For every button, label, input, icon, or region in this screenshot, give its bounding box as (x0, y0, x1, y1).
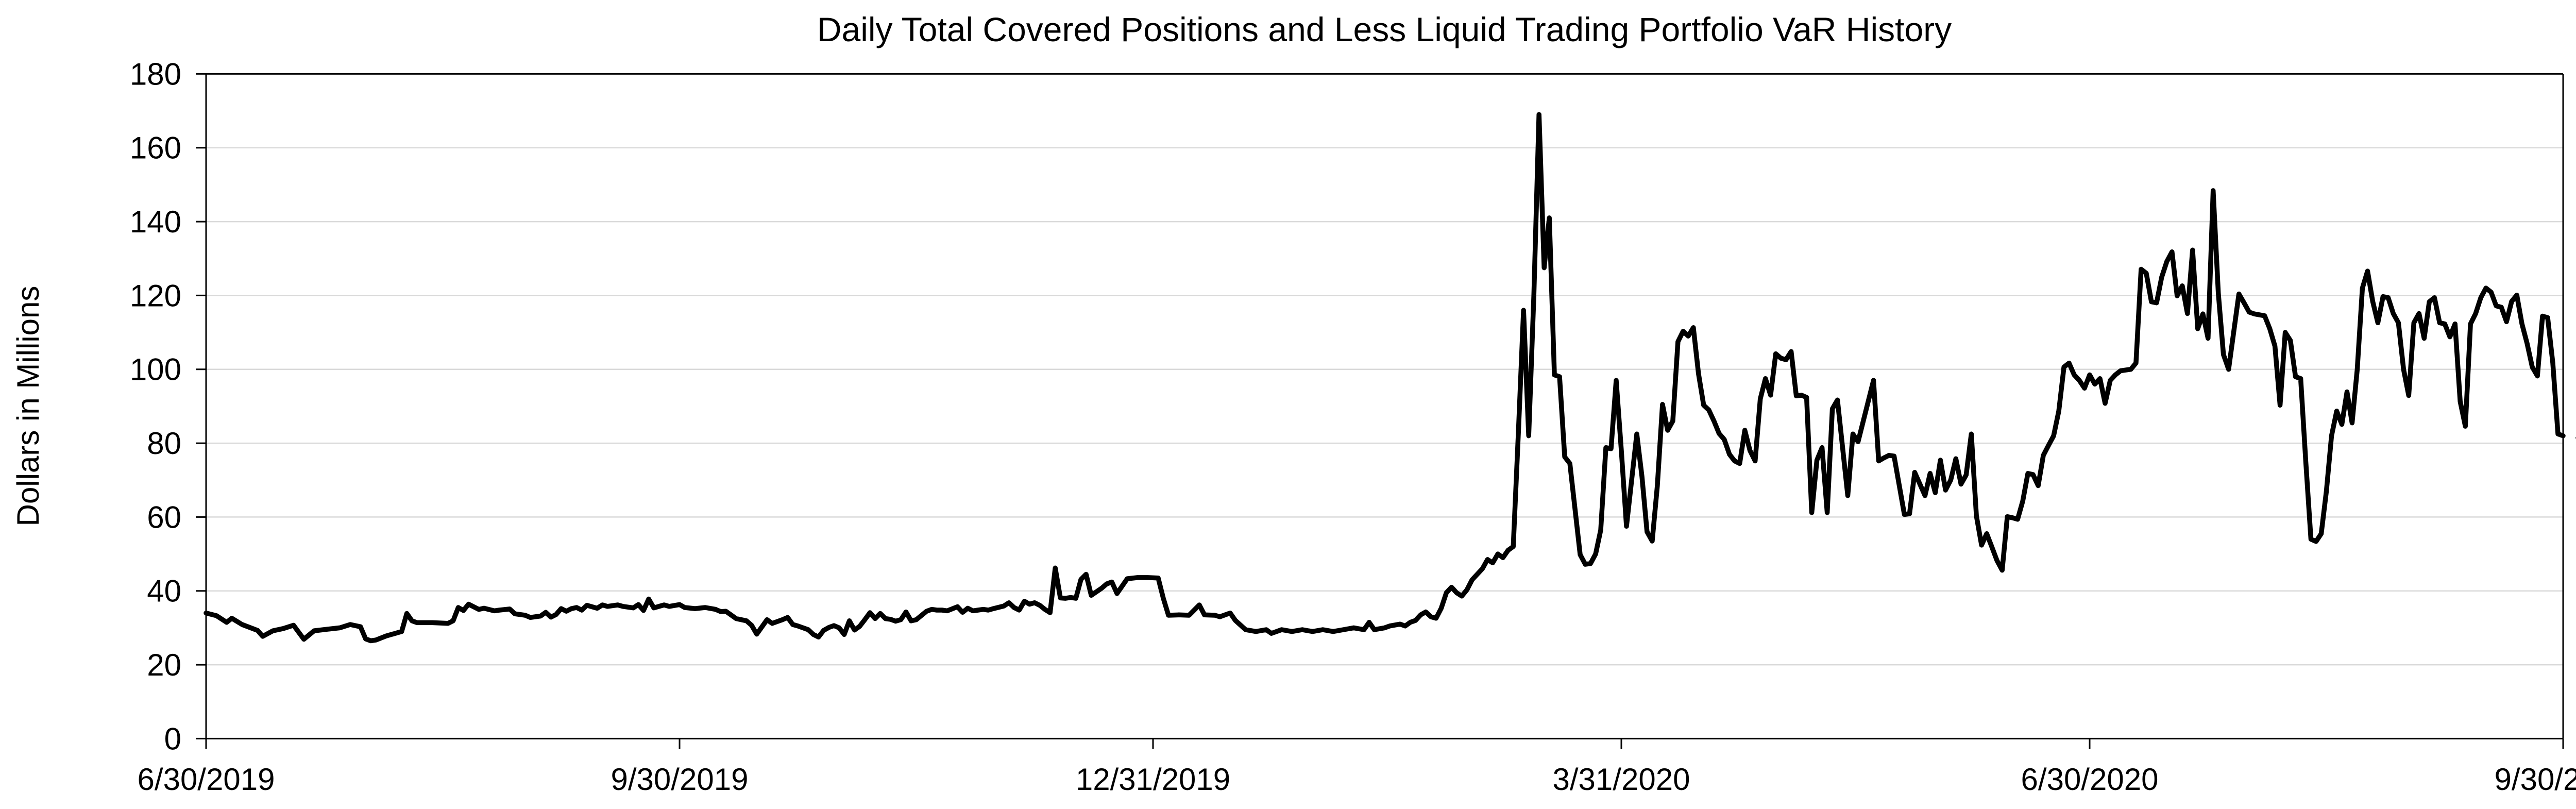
var-series-group (204, 112, 2566, 644)
x-tick-label-6/30/2020: 6/30/2020 (2021, 762, 2159, 797)
y-tick-label-40: 40 (147, 574, 181, 609)
y-tick-label-60: 60 (147, 500, 181, 534)
x-tick-labels-group: 6/30/2019 9/30/2019 12/31/2019 3/31/2020 6/3… (138, 762, 2576, 797)
x-tick-label-6/30/2019: 6/30/2019 (138, 762, 275, 797)
y-tick-label-20: 20 (147, 648, 181, 682)
tick-marks-group (196, 73, 2564, 749)
y-tick-label-180: 180 (130, 57, 181, 91)
y-tick-label-80: 80 (147, 426, 181, 461)
y-tick-label-140: 140 (130, 205, 181, 239)
x-tick-label-9/30/2020: 9/30/2020 (2495, 762, 2576, 797)
x-tick-label-9/30/2019: 9/30/2019 (611, 762, 749, 797)
gridlines-group (206, 147, 2563, 666)
y-axis-title: Dollars in Millions (11, 286, 45, 527)
series-label-var: VaR (2575, 431, 2576, 466)
axes-group (205, 73, 2564, 739)
chart-title: Daily Total Covered Positions and Less L… (817, 10, 1952, 48)
y-tick-labels-group: 0 20 40 60 80 100 120 140 160 180 (130, 57, 181, 756)
x-tick-label-3/31/2020: 3/31/2020 (1553, 762, 1690, 797)
var-series-line (204, 112, 2566, 644)
y-tick-label-160: 160 (130, 131, 181, 165)
y-tick-label-100: 100 (130, 352, 181, 387)
y-tick-label-0: 0 (164, 721, 181, 756)
y-tick-label-120: 120 (130, 278, 181, 313)
x-tick-label-12/31/2019: 12/31/2019 (1076, 762, 1230, 797)
